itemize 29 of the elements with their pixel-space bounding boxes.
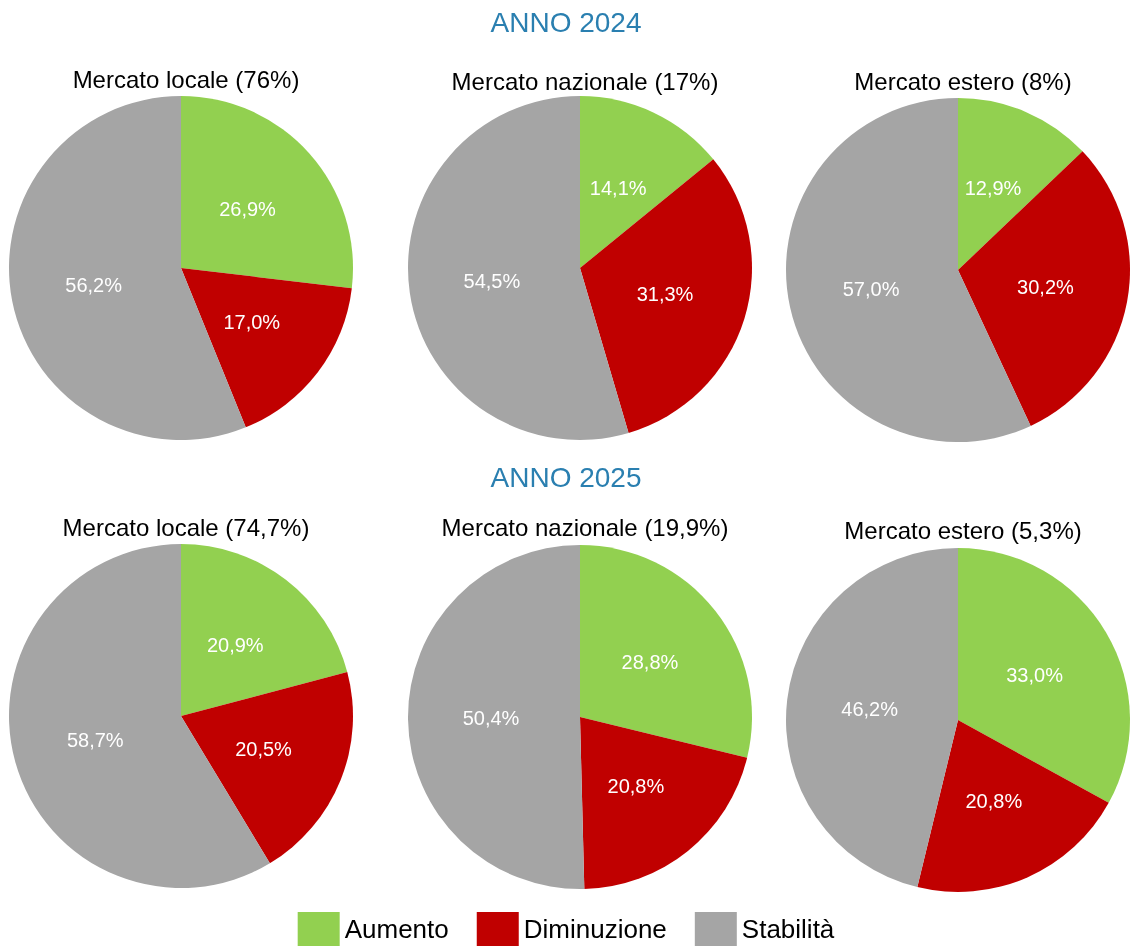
legend-label: Diminuzione [523, 914, 667, 944]
data-label: 57,0% [842, 278, 900, 301]
text: ANNO 2025 [490, 461, 642, 493]
chart-title: Mercato locale (74,7%) [62, 513, 310, 541]
chart-title: Mercato nazionale (19,9%) [441, 513, 729, 541]
chart-title: Mercato estero (5,3%) [844, 516, 1082, 544]
data-label: 20,8% [965, 790, 1023, 813]
chart-title: Mercato nazionale (17%) [451, 67, 719, 95]
data-label: 56,2% [65, 274, 123, 297]
data-label: 12,9% [964, 177, 1022, 200]
data-label: 54,5% [463, 269, 521, 292]
data-label: 28,8% [621, 651, 679, 674]
data-label: 50,4% [462, 707, 520, 730]
data-label: 20,5% [235, 738, 293, 761]
legend-label: Stabilità [741, 914, 835, 944]
data-label: 58,7% [66, 728, 124, 751]
data-label: 31,3% [636, 283, 694, 306]
text: ANNO 2024 [490, 6, 642, 38]
data-label: 20,8% [607, 775, 665, 798]
data-label: 14,1% [589, 176, 647, 199]
data-label: 26,9% [219, 197, 277, 220]
data-label: 30,2% [1017, 275, 1075, 298]
legend-label: Aumento [344, 914, 449, 944]
chart-title: Mercato locale (76%) [72, 65, 300, 93]
data-label: 17,0% [223, 310, 281, 333]
data-label: 33,0% [1006, 663, 1064, 686]
data-label: 20,9% [206, 634, 264, 657]
chart-title: Mercato estero (8%) [854, 67, 1072, 95]
data-label: 46,2% [841, 698, 899, 721]
